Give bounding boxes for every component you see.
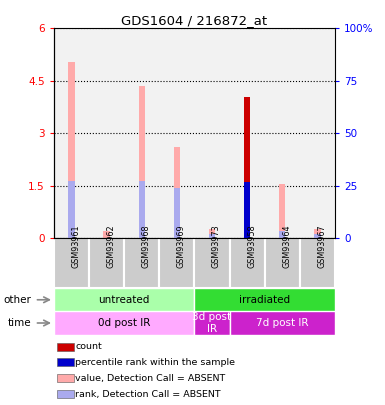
- Text: GSM93969: GSM93969: [177, 224, 186, 268]
- Bar: [209, 234, 215, 239]
- Bar: [279, 184, 285, 239]
- Text: time: time: [7, 318, 31, 328]
- Text: rank, Detection Call = ABSENT: rank, Detection Call = ABSENT: [75, 390, 221, 399]
- Bar: [194, 288, 335, 311]
- Bar: [264, 239, 300, 288]
- Text: 0d post IR: 0d post IR: [98, 318, 151, 328]
- Bar: [68, 181, 75, 239]
- Bar: [139, 86, 145, 239]
- Text: GSM93967: GSM93967: [317, 224, 326, 268]
- Bar: [244, 97, 250, 239]
- Bar: [279, 231, 285, 239]
- Text: GSM93962: GSM93962: [107, 224, 116, 268]
- Text: GSM93964: GSM93964: [282, 224, 291, 268]
- Bar: [57, 358, 74, 367]
- Bar: [314, 234, 321, 239]
- Text: GSM93961: GSM93961: [72, 224, 80, 268]
- Bar: [300, 239, 335, 288]
- Text: untreated: untreated: [99, 295, 150, 305]
- Bar: [209, 228, 215, 239]
- Bar: [229, 28, 265, 239]
- Bar: [194, 28, 229, 239]
- Text: value, Detection Call = ABSENT: value, Detection Call = ABSENT: [75, 374, 226, 383]
- Bar: [57, 374, 74, 382]
- Text: count: count: [75, 342, 102, 351]
- Bar: [314, 228, 321, 239]
- Bar: [89, 239, 124, 288]
- Text: GSM93958: GSM93958: [247, 224, 256, 268]
- Text: 7d post IR: 7d post IR: [256, 318, 308, 328]
- Text: irradiated: irradiated: [239, 295, 290, 305]
- Text: GSM93968: GSM93968: [142, 224, 151, 268]
- Bar: [124, 239, 159, 288]
- Bar: [89, 28, 124, 239]
- Bar: [300, 28, 335, 239]
- Bar: [229, 311, 335, 335]
- Bar: [229, 239, 265, 288]
- Bar: [174, 188, 180, 239]
- Bar: [54, 288, 194, 311]
- Bar: [57, 390, 74, 398]
- Text: 3d post
IR: 3d post IR: [192, 312, 231, 334]
- Text: GSM93973: GSM93973: [212, 224, 221, 268]
- Bar: [54, 28, 89, 239]
- Title: GDS1604 / 216872_at: GDS1604 / 216872_at: [121, 14, 268, 27]
- Bar: [54, 311, 194, 335]
- Bar: [194, 311, 229, 335]
- Bar: [244, 182, 250, 239]
- Bar: [54, 239, 89, 288]
- Text: other: other: [3, 295, 31, 305]
- Bar: [68, 62, 75, 239]
- Text: percentile rank within the sample: percentile rank within the sample: [75, 358, 235, 367]
- Bar: [124, 28, 159, 239]
- Bar: [264, 28, 300, 239]
- Bar: [194, 239, 229, 288]
- Bar: [57, 343, 74, 351]
- Bar: [174, 147, 180, 239]
- Bar: [159, 28, 194, 239]
- Bar: [104, 231, 110, 239]
- Bar: [139, 181, 145, 239]
- Bar: [159, 239, 194, 288]
- Bar: [244, 182, 250, 239]
